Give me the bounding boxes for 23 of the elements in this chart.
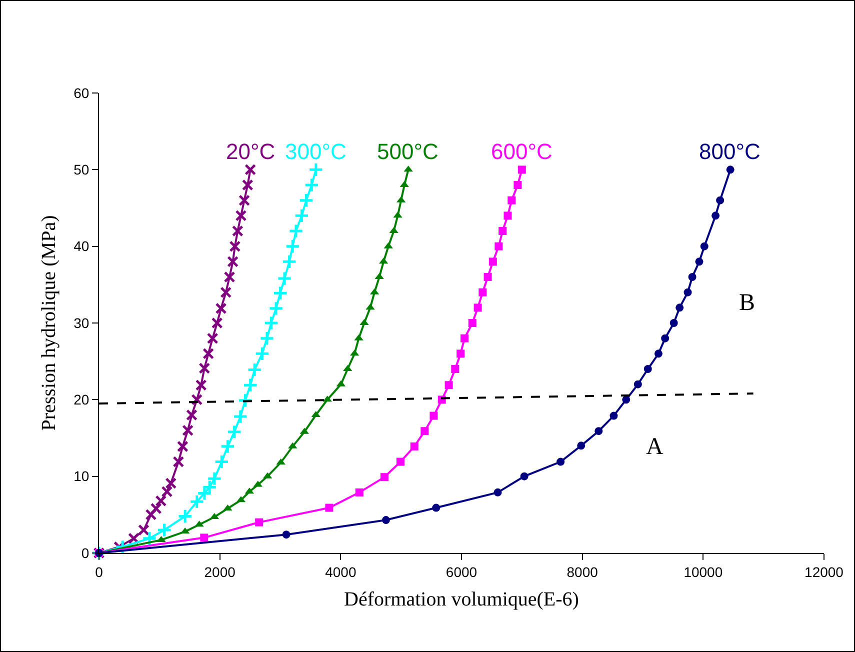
series-label: 600°C [491,139,553,164]
series-label: 800°C [699,139,761,164]
y-tick-label: 0 [81,544,90,561]
y-tick-label: 10 [74,468,90,484]
y-tick-label: 30 [74,314,90,331]
y-tick-label: 20 [74,392,90,408]
x-tick-label: 6000 [446,564,478,580]
annotation: A [646,434,664,460]
series-label: 20°C [226,139,276,164]
y-tick-label: 50 [74,162,90,178]
x-tick-label: 10000 [684,564,723,580]
y-axis-title: Pression hydrolique (MPa) [38,215,60,431]
x-tick-label: 12000 [804,564,844,580]
x-tick-label: 4000 [325,564,356,580]
series-label: 300°C [285,139,347,164]
y-tick-label: 60 [74,84,90,101]
x-tick-label: 2000 [204,564,236,580]
y-tick-label: 40 [74,238,90,254]
x-tick-label: 8000 [566,564,598,580]
x-axis-title: Déformation volumique(E-6) [344,588,579,610]
series-label: 500°C [377,139,439,164]
x-tick-label: 0 [95,564,104,580]
annotation: B [739,290,756,316]
